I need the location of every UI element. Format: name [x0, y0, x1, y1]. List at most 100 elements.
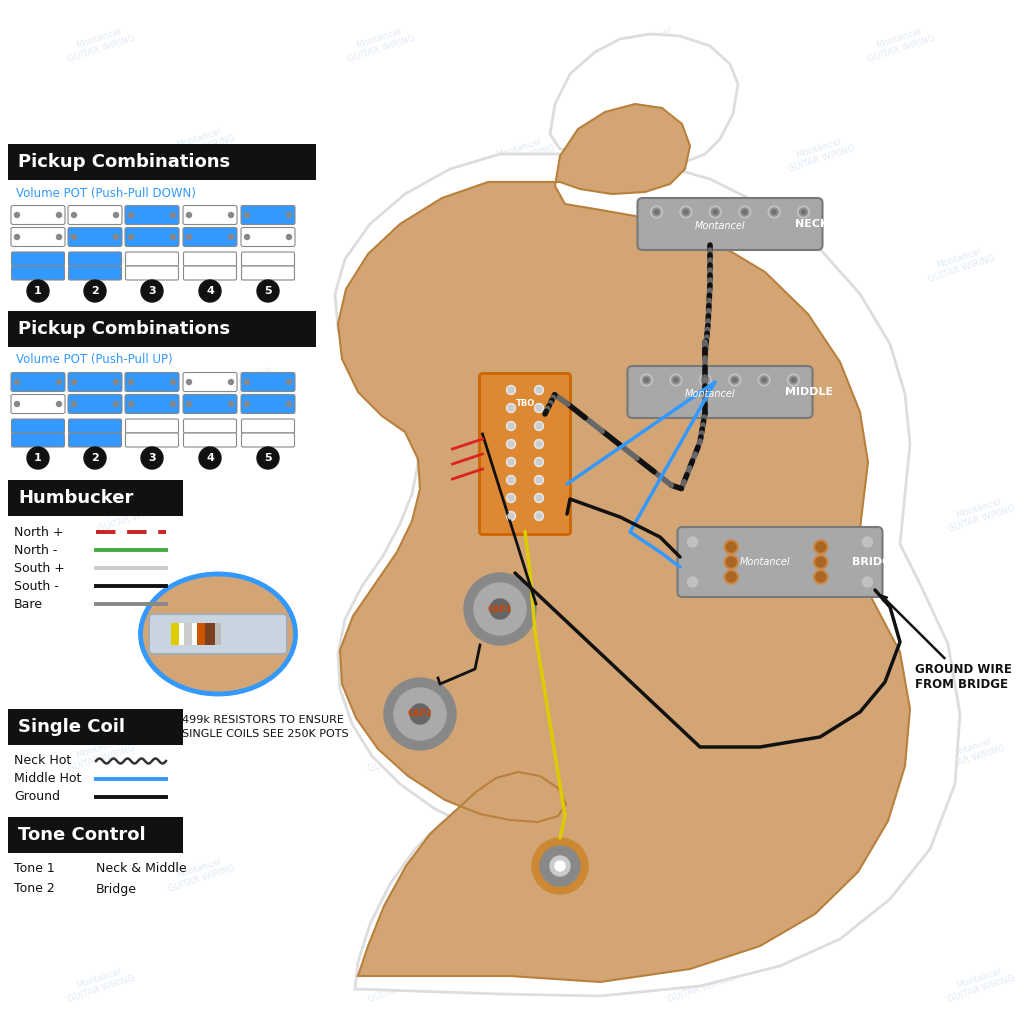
Bar	[8, 311, 316, 347]
FancyBboxPatch shape	[479, 374, 570, 535]
Circle shape	[287, 234, 292, 240]
Circle shape	[128, 234, 133, 240]
Circle shape	[726, 542, 736, 552]
Text: 1: 1	[34, 453, 42, 463]
Bar	[8, 480, 183, 516]
Circle shape	[532, 838, 588, 894]
Text: Neck Hot: Neck Hot	[14, 755, 72, 768]
Text: Montancel
GUITAR WIRING: Montancel GUITAR WIRING	[703, 494, 776, 535]
Circle shape	[56, 234, 61, 240]
FancyBboxPatch shape	[183, 227, 237, 247]
Circle shape	[536, 441, 542, 447]
Circle shape	[257, 447, 279, 469]
Circle shape	[27, 447, 49, 469]
Text: Montancel: Montancel	[739, 557, 791, 567]
Polygon shape	[335, 34, 961, 996]
Text: Montancel
GUITAR WIRING: Montancel GUITAR WIRING	[364, 733, 436, 774]
Circle shape	[186, 234, 191, 240]
Text: 499k RESISTORS TO ENSURE
SINGLE COILS SEE 250K POTS: 499k RESISTORS TO ENSURE SINGLE COILS SE…	[182, 716, 348, 738]
Circle shape	[171, 380, 175, 384]
Circle shape	[394, 688, 446, 740]
Text: South +: South +	[14, 561, 65, 574]
Circle shape	[508, 477, 514, 483]
FancyBboxPatch shape	[241, 373, 295, 391]
Text: 2: 2	[91, 286, 99, 296]
FancyBboxPatch shape	[11, 266, 65, 280]
Circle shape	[733, 378, 736, 382]
Circle shape	[114, 234, 119, 240]
Circle shape	[672, 376, 680, 384]
FancyBboxPatch shape	[126, 433, 178, 447]
Text: GROUND WIRE
FROM BRIDGE: GROUND WIRE FROM BRIDGE	[882, 596, 1012, 691]
FancyBboxPatch shape	[126, 419, 178, 433]
Circle shape	[464, 573, 536, 645]
Circle shape	[287, 401, 292, 407]
FancyBboxPatch shape	[183, 394, 237, 414]
Text: Tone 1: Tone 1	[14, 862, 54, 876]
FancyBboxPatch shape	[69, 252, 122, 266]
Circle shape	[738, 206, 751, 218]
Circle shape	[72, 401, 77, 407]
Circle shape	[257, 280, 279, 302]
Circle shape	[701, 376, 710, 384]
FancyBboxPatch shape	[11, 419, 65, 433]
Text: MIDDLE: MIDDLE	[785, 387, 834, 397]
Text: 1: 1	[34, 286, 42, 296]
Text: 4: 4	[206, 453, 214, 463]
Circle shape	[56, 401, 61, 407]
FancyBboxPatch shape	[183, 419, 237, 433]
Circle shape	[128, 380, 133, 384]
Bar	[205, 623, 215, 645]
Circle shape	[650, 206, 663, 218]
Text: Montancel
GUITAR WIRING: Montancel GUITAR WIRING	[164, 124, 237, 165]
Circle shape	[228, 380, 233, 384]
Circle shape	[712, 208, 719, 216]
Circle shape	[14, 234, 19, 240]
FancyBboxPatch shape	[241, 227, 295, 247]
Circle shape	[644, 378, 648, 382]
Text: Montancel
GUITAR WIRING: Montancel GUITAR WIRING	[783, 133, 856, 174]
Circle shape	[14, 401, 19, 407]
Circle shape	[680, 206, 692, 218]
Circle shape	[703, 378, 708, 382]
Circle shape	[507, 422, 515, 430]
Text: Montancel
GUITAR WIRING: Montancel GUITAR WIRING	[773, 854, 847, 894]
FancyBboxPatch shape	[11, 394, 65, 414]
Text: 3: 3	[148, 286, 156, 296]
Circle shape	[508, 387, 514, 393]
Circle shape	[550, 856, 570, 876]
Circle shape	[710, 206, 721, 218]
Circle shape	[536, 459, 542, 465]
Circle shape	[141, 447, 163, 469]
Circle shape	[508, 495, 514, 501]
Circle shape	[507, 385, 515, 394]
Circle shape	[729, 374, 740, 386]
Circle shape	[814, 540, 827, 554]
Text: Montancel
GUITAR WIRING: Montancel GUITAR WIRING	[494, 613, 566, 654]
Circle shape	[760, 376, 768, 384]
Circle shape	[14, 213, 19, 217]
FancyBboxPatch shape	[125, 227, 179, 247]
Circle shape	[507, 512, 515, 520]
Text: 4: 4	[206, 286, 214, 296]
Circle shape	[508, 513, 514, 519]
Circle shape	[540, 846, 580, 886]
Circle shape	[699, 374, 712, 386]
Circle shape	[726, 557, 736, 567]
FancyBboxPatch shape	[68, 373, 122, 391]
Circle shape	[652, 208, 660, 216]
Bar	[193, 623, 197, 645]
Text: Ground: Ground	[14, 791, 60, 804]
FancyBboxPatch shape	[11, 252, 65, 266]
FancyBboxPatch shape	[242, 419, 295, 433]
Circle shape	[507, 475, 515, 484]
FancyBboxPatch shape	[241, 206, 295, 224]
Circle shape	[724, 540, 738, 554]
Circle shape	[490, 599, 510, 618]
Circle shape	[740, 208, 749, 216]
Circle shape	[114, 401, 119, 407]
Circle shape	[72, 380, 77, 384]
Text: 5: 5	[264, 286, 271, 296]
Circle shape	[535, 494, 544, 503]
Circle shape	[762, 378, 766, 382]
